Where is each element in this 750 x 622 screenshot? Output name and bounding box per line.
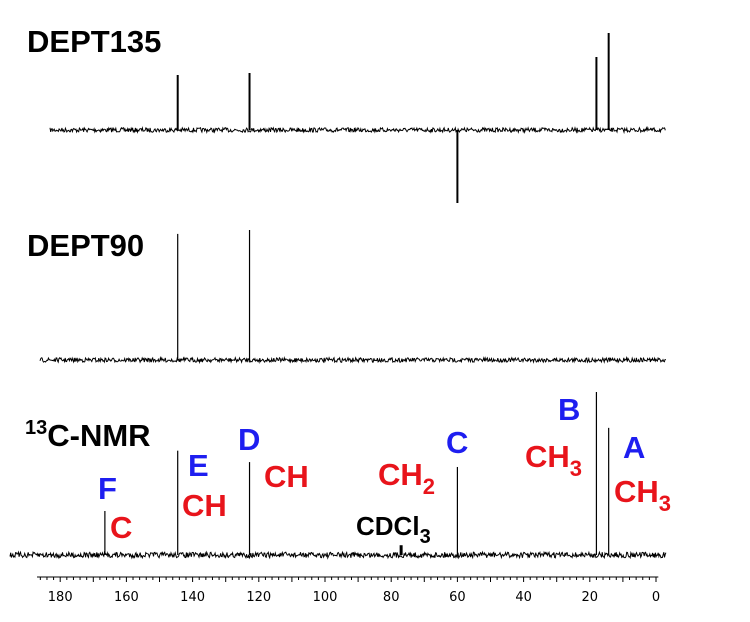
peak-letter-b: B bbox=[558, 392, 580, 427]
peak-letter-d: D bbox=[238, 422, 260, 457]
peak-mult-d: CH bbox=[264, 459, 309, 494]
dept90-title: DEPT90 bbox=[27, 228, 144, 263]
peak-letter-c: C bbox=[446, 425, 468, 460]
x-tick-label: 160 bbox=[114, 590, 139, 605]
dept90-trace bbox=[39, 230, 666, 365]
x-tick-label: 120 bbox=[246, 590, 271, 605]
x-tick-label: 180 bbox=[48, 590, 73, 605]
baseline-noise bbox=[39, 355, 666, 365]
baseline-noise bbox=[9, 550, 667, 560]
peak-letter-e: E bbox=[188, 448, 209, 483]
x-tick-label: 20 bbox=[582, 590, 599, 605]
peak-letter-f: F bbox=[98, 471, 117, 506]
peak-mult-c: CH2 bbox=[378, 457, 435, 499]
x-tick-label: 80 bbox=[383, 590, 400, 605]
peak-mult-e: CH bbox=[182, 488, 227, 523]
x-tick-label: 40 bbox=[515, 590, 532, 605]
c13-trace bbox=[9, 392, 667, 560]
solvent-label: CDCl3 bbox=[356, 511, 431, 548]
dept90-panel: DEPT90 bbox=[27, 228, 666, 365]
ppm-axis: 180 160 140 120 100 80 60 40 20 0 bbox=[37, 576, 660, 605]
x-tick-label: 0 bbox=[652, 590, 660, 605]
c13-panel: 13C-NMR F C E CH D CH CDCl3 C CH2 B CH3 … bbox=[9, 392, 671, 560]
peak-letter-a: A bbox=[623, 430, 645, 465]
peak-mult-f: C bbox=[110, 510, 132, 545]
x-tick-label: 140 bbox=[180, 590, 205, 605]
peak-mult-a: CH3 bbox=[614, 474, 671, 516]
x-tick-label: 60 bbox=[449, 590, 466, 605]
c13-title: 13C-NMR bbox=[25, 417, 151, 453]
dept135-trace bbox=[49, 33, 666, 203]
dept135-panel: DEPT135 bbox=[27, 24, 666, 203]
baseline-noise bbox=[49, 126, 666, 135]
x-tick-label: 100 bbox=[313, 590, 338, 605]
dept135-title: DEPT135 bbox=[27, 24, 161, 59]
peak-mult-b: CH3 bbox=[525, 439, 582, 481]
